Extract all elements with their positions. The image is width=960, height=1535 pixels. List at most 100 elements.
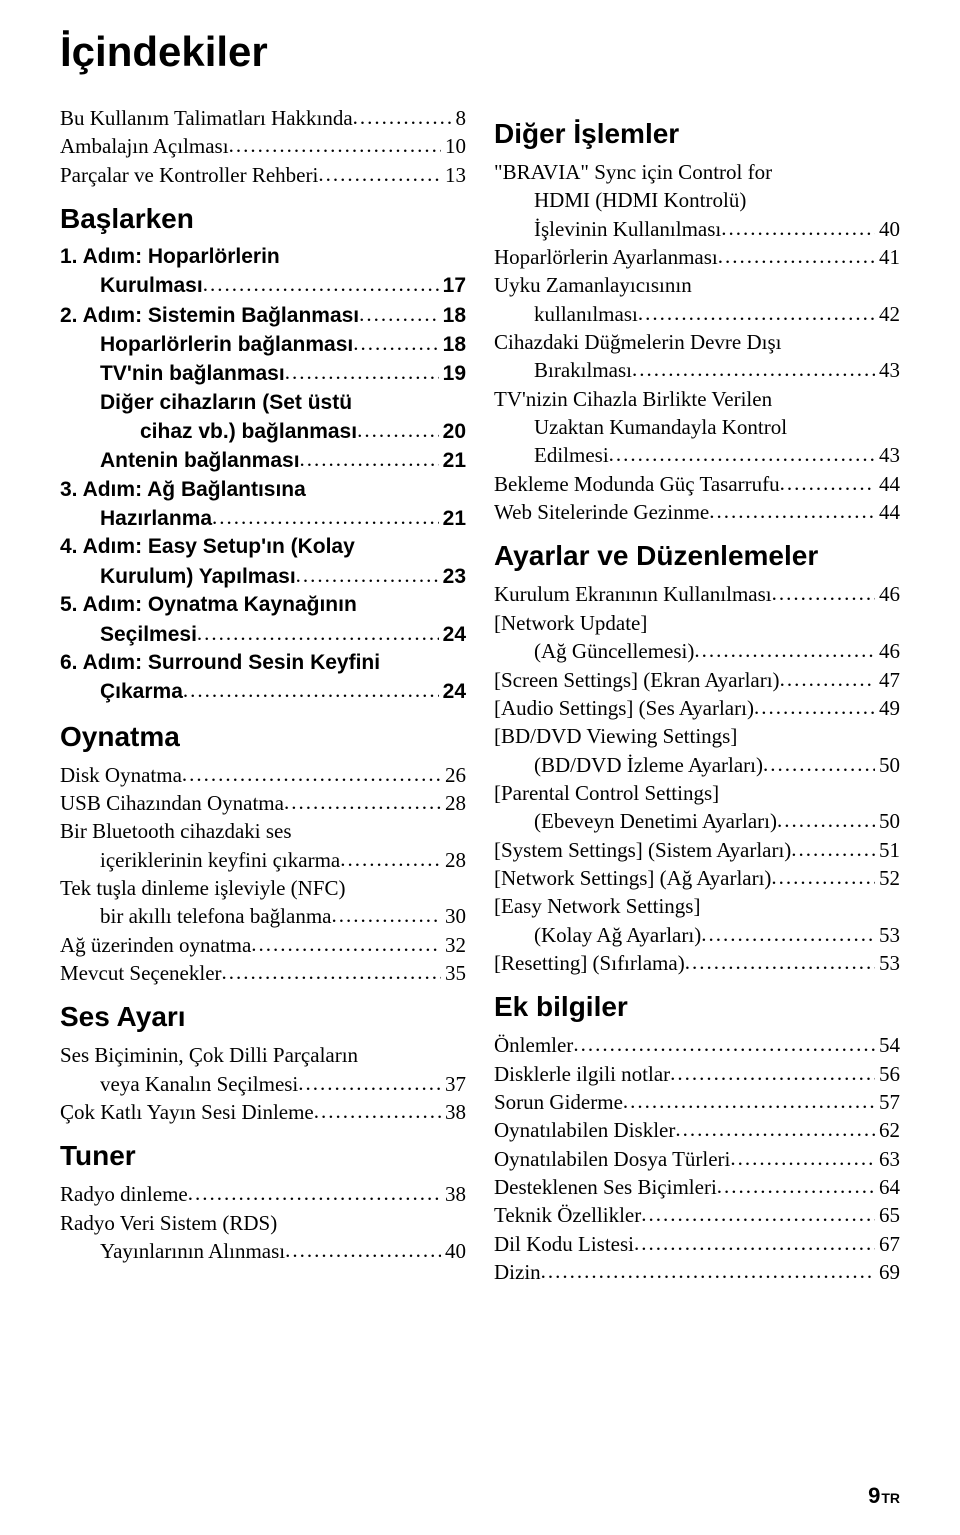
toc-row: (Kolay Ağ Ayarları) 53 [494, 921, 900, 949]
toc-leader-dots [332, 901, 442, 929]
toc-entry-label: Bu Kullanım Talimatları Hakkında [60, 104, 353, 132]
toc-leader-dots [212, 503, 439, 531]
toc-row: Edilmesi 43 [494, 441, 900, 469]
toc-page-number: 28 [441, 789, 466, 817]
toc-row: Hazırlanma 21 [60, 504, 466, 533]
toc-row: Bırakılması 43 [494, 356, 900, 384]
toc-leader-dots [340, 845, 441, 873]
toc-leader-dots [188, 1179, 441, 1207]
toc-leader-dots [791, 835, 875, 863]
toc-page-number: 56 [875, 1060, 900, 1088]
toc-row: Cihazdaki Düğmelerin Devre Dışı [494, 328, 900, 356]
toc-row: [Parental Control Settings] [494, 779, 900, 807]
toc-row: 5. Adım: Oynatma Kaynağının [60, 591, 466, 619]
toc-row: Dil Kodu Listesi 67 [494, 1230, 900, 1258]
toc-row: Dizin 69 [494, 1258, 900, 1286]
toc-entry-label: Uzaktan Kumandayla Kontrol [534, 413, 787, 441]
toc-entry-label: Hoparlörlerin bağlanması [100, 331, 353, 359]
toc-row: Yayınlarının Alınması 40 [60, 1237, 466, 1265]
toc-row: veya Kanalın Seçilmesi 37 [60, 1070, 466, 1098]
page: İçindekiler Bu Kullanım Talimatları Hakk… [0, 0, 960, 1535]
toc-entry-label: Hazırlanma [100, 505, 212, 533]
toc-entry-label: Antenin bağlanması [100, 447, 300, 475]
toc-page-number: 30 [441, 902, 466, 930]
toc-row: 1. Adım: Hoparlörlerin [60, 243, 466, 271]
toc-row: Çıkarma 24 [60, 677, 466, 706]
toc-page-number: 13 [441, 161, 466, 189]
toc-page-number: 53 [875, 921, 900, 949]
toc-entry-label: Cihazdaki Düğmelerin Devre Dışı [494, 328, 782, 356]
toc-row: [System Settings] (Sistem Ayarları) 51 [494, 836, 900, 864]
toc-leader-dots [685, 948, 875, 976]
toc-page-number: 38 [441, 1098, 466, 1126]
toc-leader-dots [229, 131, 441, 159]
toc-row: Oynatılabilen Dosya Türleri 63 [494, 1145, 900, 1173]
toc-row: USB Cihazından Oynatma 28 [60, 789, 466, 817]
toc-leader-dots [573, 1030, 875, 1058]
toc-entry-label: 2. Adım: Sistemin Bağlanması [60, 302, 359, 330]
toc-leader-dots [197, 619, 439, 647]
toc-entry-label: [BD/DVD Viewing Settings] [494, 722, 737, 750]
toc-entry-label: "BRAVIA" Sync için Control for [494, 158, 772, 186]
toc-page-number: 65 [875, 1201, 900, 1229]
toc-entry-label: Kurulması [100, 272, 203, 300]
toc-section-heading: Diğer İşlemler [494, 118, 900, 150]
toc-page-number: 52 [875, 864, 900, 892]
toc-column-left: Bu Kullanım Talimatları Hakkında 8Ambala… [60, 104, 466, 1286]
toc-row: [Easy Network Settings] [494, 892, 900, 920]
toc-entry-label: TV'nizin Cihazla Birlikte Verilen [494, 385, 772, 413]
toc-entry-label: Web Sitelerinde Gezinme [494, 498, 709, 526]
toc-page-number: 54 [875, 1031, 900, 1059]
toc-page-number: 38 [441, 1180, 466, 1208]
toc-page-number: 21 [439, 447, 466, 475]
toc-entry-label: Parçalar ve Kontroller Rehberi [60, 161, 318, 189]
toc-entry-label: [System Settings] (Sistem Ayarları) [494, 836, 791, 864]
toc-entry-label: Dil Kodu Listesi [494, 1230, 634, 1258]
toc-entry-label: Bir Bluetooth cihazdaki ses [60, 817, 292, 845]
toc-leader-dots [730, 1144, 875, 1172]
toc-row: 3. Adım: Ağ Bağlantısına [60, 476, 466, 504]
toc-row: Teknik Özellikler 65 [494, 1201, 900, 1229]
toc-row: Kurulum) Yapılması 23 [60, 562, 466, 591]
toc-leader-dots [222, 958, 441, 986]
toc-section-heading: Ses Ayarı [60, 1001, 466, 1033]
toc-row: Tek tuşla dinleme işleviyle (NFC) [60, 874, 466, 902]
toc-leader-dots [285, 358, 439, 386]
toc-entry-label: Çıkarma [100, 678, 183, 706]
toc-entry-label: 1. Adım: Hoparlörlerin [60, 243, 280, 271]
page-footer: 9TR [868, 1483, 900, 1509]
toc-row: Bekleme Modunda Güç Tasarrufu 44 [494, 470, 900, 498]
toc-leader-dots [717, 1172, 875, 1200]
toc-page-number: 62 [875, 1116, 900, 1144]
toc-entry-label: 3. Adım: Ağ Bağlantısına [60, 476, 306, 504]
toc-row: Önlemler 54 [494, 1031, 900, 1059]
toc-row: Radyo dinleme 38 [60, 1180, 466, 1208]
toc-leader-dots [701, 920, 875, 948]
toc-entry-label: Sorun Giderme [494, 1088, 623, 1116]
toc-leader-dots [632, 355, 875, 383]
toc-entry-label: Önlemler [494, 1031, 573, 1059]
toc-row: Uyku Zamanlayıcısının [494, 271, 900, 299]
toc-page-number: 49 [875, 694, 900, 722]
toc-leader-dots [285, 1236, 441, 1264]
toc-page-number: 43 [875, 356, 900, 384]
toc-page-number: 44 [875, 470, 900, 498]
toc-row: içeriklerinin keyfini çıkarma 28 [60, 846, 466, 874]
toc-leader-dots [298, 1069, 441, 1097]
toc-page-number: 51 [875, 836, 900, 864]
toc-row: Ses Biçiminin, Çok Dilli Parçaların [60, 1041, 466, 1069]
toc-page-number: 10 [441, 132, 466, 160]
toc-leader-dots [300, 445, 439, 473]
toc-entry-label: Ambalajın Açılması [60, 132, 229, 160]
toc-page-number: 20 [439, 418, 466, 446]
toc-row: Seçilmesi 24 [60, 620, 466, 649]
toc-row: Disklerle ilgili notlar 56 [494, 1060, 900, 1088]
toc-entry-label: (Kolay Ağ Ayarları) [534, 921, 701, 949]
toc-page-number: 24 [439, 621, 466, 649]
toc-row: Parçalar ve Kontroller Rehberi 13 [60, 161, 466, 189]
toc-entry-label: İşlevinin Kullanılması [534, 215, 721, 243]
toc-leader-dots [353, 329, 438, 357]
toc-entry-label: Oynatılabilen Diskler [494, 1116, 675, 1144]
toc-row: (Ebeveyn Denetimi Ayarları) 50 [494, 807, 900, 835]
toc-page-number: 23 [439, 563, 466, 591]
